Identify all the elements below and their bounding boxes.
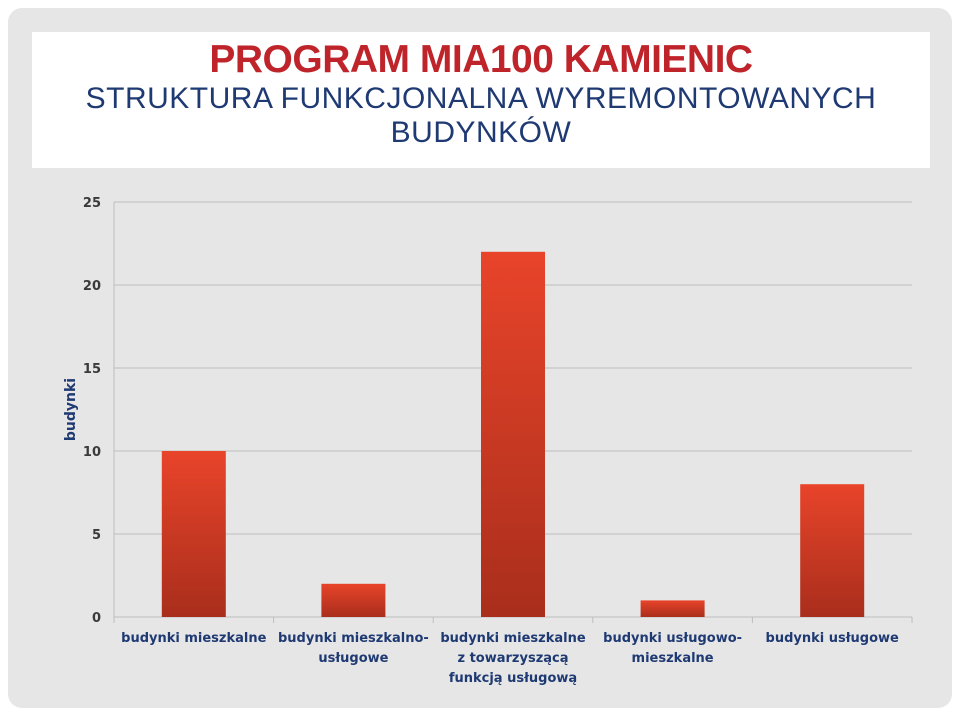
y-tick-label: 20 [83,279,101,294]
title-box: PROGRAM MIA100 KAMIENIC STRUKTURA FUNKCJ… [32,32,930,168]
y-tick-label: 25 [83,196,101,211]
bar [640,600,705,617]
slide-subtitle-line-1: STRUKTURA FUNKCJONALNA WYREMONTOWANYCH [85,82,877,115]
y-tick-label: 15 [83,362,101,377]
x-category-label: budynki mieszkalne [121,631,266,646]
slide-subtitle-line-2: BUDYNKÓW [390,116,572,149]
bar [161,451,226,617]
x-category-label: budynki mieszkalno-usługowe [278,631,429,666]
x-category-label: budynki usługowe [766,631,900,646]
slide-title: PROGRAM MIA100 KAMIENIC [209,38,753,81]
y-tick-label: 10 [83,445,101,460]
y-tick-label: 5 [92,528,101,543]
bar [800,484,865,617]
bar [481,251,545,618]
y-tick-label: 0 [92,611,101,626]
x-category-label: budynki usługowo-mieszkalne [603,631,742,666]
bar [321,583,386,617]
x-category-label: budynki mieszkalne z towarzyszącą funkcją … [440,631,585,686]
y-axis-label: budynki [63,378,79,441]
